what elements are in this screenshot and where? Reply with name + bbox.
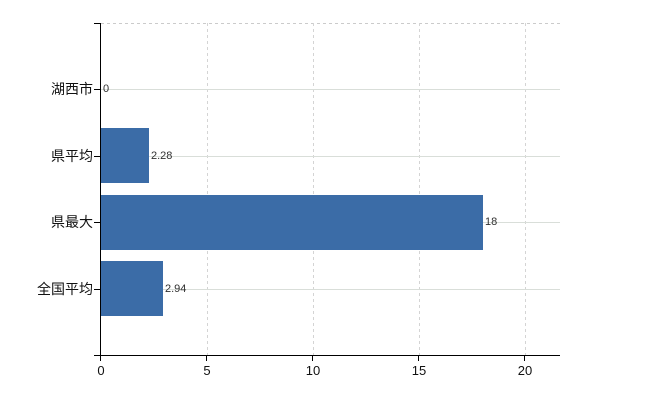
x-axis-tick bbox=[312, 356, 313, 361]
gridline-vertical bbox=[207, 23, 208, 355]
x-tick-label: 15 bbox=[411, 363, 427, 378]
y-axis-end-tick bbox=[94, 23, 100, 24]
value-label: 2.28 bbox=[151, 149, 173, 162]
category-label: 県最大 bbox=[51, 214, 93, 230]
x-axis-line bbox=[94, 355, 560, 356]
y-axis-tick bbox=[94, 89, 100, 90]
gridline-horizontal bbox=[101, 156, 560, 157]
x-axis-tick bbox=[100, 356, 101, 361]
value-label: 2.94 bbox=[165, 282, 187, 295]
x-tick-label: 20 bbox=[517, 363, 533, 378]
x-axis-tick bbox=[418, 356, 419, 361]
x-axis-tick bbox=[206, 356, 207, 361]
y-axis-tick bbox=[94, 222, 100, 223]
bar bbox=[101, 261, 163, 316]
y-axis-line bbox=[100, 23, 101, 356]
gridline-vertical bbox=[419, 23, 420, 355]
x-tick-label: 5 bbox=[203, 363, 211, 378]
x-tick-label: 0 bbox=[97, 363, 105, 378]
x-tick-label: 10 bbox=[305, 363, 321, 378]
category-label: 全国平均 bbox=[37, 281, 93, 297]
x-axis-tick bbox=[524, 356, 525, 361]
gridline-horizontal bbox=[101, 89, 560, 90]
category-label: 湖西市 bbox=[51, 81, 93, 97]
value-label: 18 bbox=[485, 215, 498, 228]
value-label: 0 bbox=[103, 82, 110, 95]
plot-top-border bbox=[101, 23, 560, 24]
gridline-vertical bbox=[313, 23, 314, 355]
gridline-horizontal bbox=[101, 289, 560, 290]
bar bbox=[101, 128, 149, 183]
y-axis-tick bbox=[94, 156, 100, 157]
y-axis-tick bbox=[94, 289, 100, 290]
bar bbox=[101, 195, 483, 250]
gridline-vertical bbox=[525, 23, 526, 355]
category-label: 県平均 bbox=[51, 148, 93, 164]
